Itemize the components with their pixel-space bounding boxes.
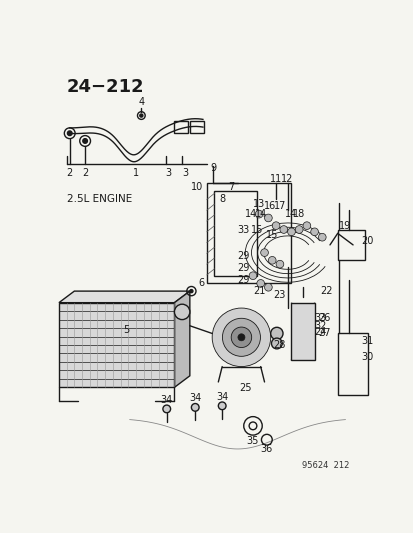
Text: 29: 29: [236, 274, 249, 285]
Circle shape: [211, 308, 270, 367]
Circle shape: [83, 139, 87, 143]
Circle shape: [256, 280, 264, 287]
Circle shape: [260, 249, 268, 256]
Circle shape: [230, 327, 251, 348]
Circle shape: [270, 327, 282, 340]
Bar: [337, 334, 368, 395]
Text: 15: 15: [250, 224, 262, 235]
Bar: [190, 121, 203, 133]
Text: 95624  212: 95624 212: [301, 462, 349, 471]
Circle shape: [237, 334, 244, 341]
Text: 29: 29: [236, 252, 249, 262]
Circle shape: [191, 403, 199, 411]
Text: 22: 22: [319, 286, 332, 296]
Text: 3: 3: [182, 168, 188, 179]
Circle shape: [218, 402, 225, 410]
Bar: [206, 183, 291, 284]
Circle shape: [275, 260, 283, 268]
Text: 34: 34: [160, 394, 173, 405]
Text: 31: 31: [360, 336, 372, 346]
Text: 27: 27: [318, 328, 330, 338]
Circle shape: [140, 114, 142, 117]
Circle shape: [190, 289, 192, 293]
Text: 26: 26: [318, 313, 330, 323]
Circle shape: [174, 304, 190, 320]
Text: 35: 35: [246, 436, 259, 446]
Circle shape: [249, 272, 256, 280]
Text: 2.5L ENGINE: 2.5L ENGINE: [66, 193, 132, 204]
Text: 1: 1: [133, 168, 139, 179]
Text: 28: 28: [273, 340, 285, 350]
Text: 2: 2: [66, 168, 73, 179]
Circle shape: [302, 222, 310, 230]
Text: 29: 29: [236, 263, 249, 273]
Text: 5: 5: [123, 325, 129, 335]
Text: 6: 6: [198, 278, 204, 288]
Text: 13: 13: [252, 199, 265, 209]
Circle shape: [279, 225, 287, 233]
Circle shape: [255, 210, 262, 218]
Circle shape: [67, 131, 72, 135]
Text: 16: 16: [263, 201, 275, 212]
Text: 33: 33: [314, 313, 326, 323]
Text: 4: 4: [138, 98, 144, 108]
Text: 20: 20: [360, 236, 372, 246]
Bar: [59, 303, 174, 387]
Circle shape: [264, 284, 272, 291]
Text: 18: 18: [292, 209, 304, 219]
Text: 9: 9: [209, 163, 216, 173]
Circle shape: [272, 222, 279, 230]
Text: 24: 24: [314, 327, 326, 336]
Bar: [291, 303, 314, 360]
Text: 21: 21: [252, 286, 265, 296]
Circle shape: [162, 405, 170, 413]
Text: 25: 25: [238, 383, 251, 393]
Text: 11: 11: [269, 174, 282, 184]
Text: 15: 15: [266, 230, 278, 240]
Bar: [214, 191, 256, 276]
Polygon shape: [174, 291, 190, 387]
Text: 3: 3: [165, 168, 171, 179]
Text: 17: 17: [273, 201, 285, 212]
Text: 32: 32: [314, 321, 326, 331]
Text: 14: 14: [254, 209, 266, 219]
Circle shape: [310, 228, 318, 236]
Text: 30: 30: [360, 352, 372, 361]
Circle shape: [287, 228, 294, 236]
Text: 34: 34: [189, 393, 201, 403]
Circle shape: [318, 233, 325, 241]
Circle shape: [264, 214, 272, 222]
Circle shape: [294, 225, 302, 233]
Text: 23: 23: [273, 290, 285, 300]
Text: 33: 33: [236, 224, 249, 235]
Text: 36: 36: [260, 444, 272, 454]
Text: 2: 2: [82, 168, 88, 179]
Text: 24−212: 24−212: [66, 78, 144, 96]
Circle shape: [268, 256, 275, 264]
Text: 19: 19: [338, 221, 351, 231]
Text: 14: 14: [285, 209, 297, 219]
Circle shape: [271, 338, 282, 349]
Text: 14: 14: [244, 209, 256, 219]
Bar: [174, 121, 188, 133]
Text: 8: 8: [218, 193, 225, 204]
Text: 10: 10: [190, 182, 202, 192]
Text: 12: 12: [281, 174, 293, 184]
Circle shape: [222, 318, 260, 357]
Text: 34: 34: [216, 392, 228, 401]
Polygon shape: [59, 291, 190, 303]
Text: 7: 7: [228, 182, 234, 192]
Bar: [337, 230, 364, 260]
